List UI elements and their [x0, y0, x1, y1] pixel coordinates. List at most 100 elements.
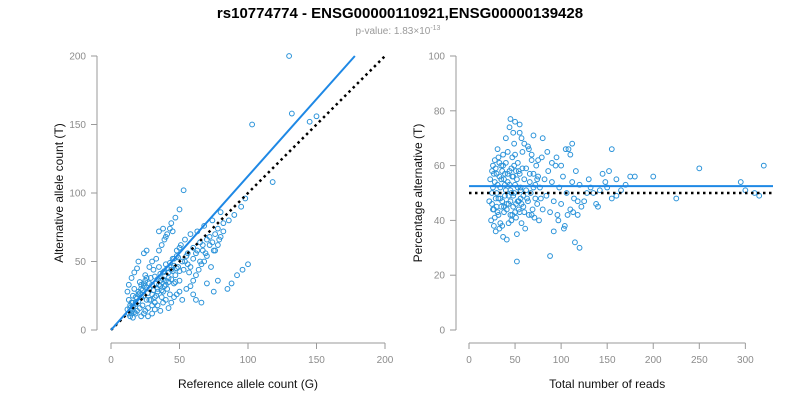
data-point [526, 170, 533, 177]
data-point [513, 214, 519, 221]
data-point [606, 168, 612, 174]
data-point [140, 280, 147, 287]
data-point [128, 275, 135, 281]
data-point [491, 179, 498, 185]
data-point [138, 281, 145, 288]
data-point [228, 280, 235, 287]
data-point [536, 217, 542, 224]
data-point [560, 225, 567, 232]
data-point [511, 162, 518, 169]
data-point [161, 236, 168, 243]
data-point [572, 239, 578, 246]
data-point [160, 288, 166, 295]
data-point [499, 168, 506, 174]
data-point [512, 181, 518, 188]
data-point [547, 209, 553, 216]
data-point [502, 159, 509, 166]
data-point [507, 212, 514, 218]
data-point [187, 231, 194, 238]
data-point [509, 173, 516, 180]
data-point [158, 294, 165, 301]
data-point [145, 313, 151, 320]
data-point [167, 291, 173, 298]
data-point [493, 170, 500, 177]
data-point [201, 222, 208, 229]
data-point [593, 201, 600, 207]
data-point [760, 162, 767, 169]
p-value-label: p-value: 1.83×10-13 [356, 25, 441, 37]
data-point [173, 247, 180, 254]
scatter-panel-allele-counts: 0 50 100 150 200 0 50 100 150 200 Reference allele… [52, 52, 394, 392]
data-point [204, 236, 210, 243]
y-tick-label: 20 [434, 271, 446, 282]
x-tick-label: 100 [240, 355, 257, 366]
data-point [490, 206, 496, 213]
x-axis-title: Total number of reads [549, 377, 665, 391]
data-point [627, 173, 634, 180]
data-point [130, 314, 136, 321]
data-point [539, 135, 546, 142]
data-point [217, 209, 224, 216]
x-tick-label: 50 [509, 355, 521, 366]
data-point [140, 250, 147, 257]
data-point [143, 296, 150, 303]
data-point [572, 168, 579, 174]
reference-line [110, 55, 386, 331]
data-point [562, 146, 569, 153]
data-point [537, 195, 544, 202]
data-point [503, 206, 510, 213]
data-point [164, 231, 171, 238]
data-point [518, 201, 525, 207]
data-point [494, 181, 501, 188]
data-point [515, 168, 522, 174]
data-point [198, 299, 205, 306]
data-point [171, 280, 177, 287]
x-tick-label: 0 [108, 355, 114, 366]
data-point [530, 170, 537, 177]
data-point [212, 247, 219, 254]
data-point [506, 124, 513, 131]
data-point [508, 190, 515, 196]
data-point [286, 53, 293, 59]
data-point [176, 288, 183, 295]
data-point [532, 195, 539, 202]
data-point [490, 170, 497, 177]
data-point [543, 192, 550, 199]
data-point [206, 233, 213, 240]
data-point [190, 291, 197, 298]
data-point [599, 170, 606, 177]
data-point [518, 220, 525, 227]
x-axis-title: Reference allele count (G) [178, 377, 318, 391]
data-point [502, 170, 508, 177]
data-point [172, 214, 179, 221]
data-point [511, 140, 518, 147]
data-point [525, 198, 531, 205]
data-point [489, 201, 495, 207]
data-point [486, 198, 493, 205]
data-point [138, 313, 145, 320]
data-point [525, 146, 532, 153]
data-point [494, 146, 501, 153]
data-point [186, 269, 192, 276]
data-point [495, 212, 502, 218]
data-point [554, 212, 561, 218]
data-point [533, 162, 540, 169]
data-point [552, 162, 559, 169]
data-point [158, 242, 165, 248]
data-point [209, 217, 216, 224]
data-point [169, 228, 176, 235]
data-point [500, 162, 506, 169]
x-tick-label: 150 [599, 355, 616, 366]
data-point [176, 244, 183, 251]
data-point [171, 294, 177, 301]
data-point [150, 266, 157, 273]
y-axis-title: Percentage alternative (T) [411, 124, 425, 263]
data-point [514, 176, 520, 183]
data-point [168, 299, 175, 306]
data-point [492, 228, 499, 235]
fit-line [110, 55, 356, 331]
data-point [231, 212, 238, 218]
data-point [162, 296, 169, 303]
data-point [153, 255, 160, 262]
data-point [182, 258, 188, 265]
